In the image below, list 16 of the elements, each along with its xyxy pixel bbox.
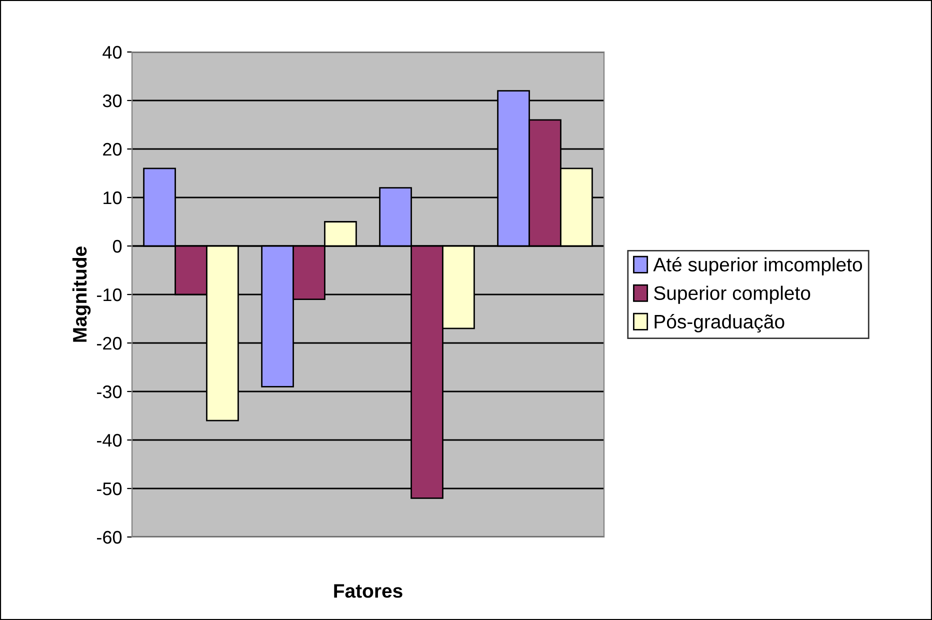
y-tick-label: 30 [102, 94, 122, 108]
y-tick-label: -50 [96, 482, 122, 496]
legend-label: Pós-graduação [654, 314, 784, 332]
y-tick-label: 10 [104, 191, 122, 204]
y-tick-label: -40 [96, 434, 122, 447]
legend-label: Superior completo [654, 286, 810, 304]
y-tick-label: 20 [103, 142, 122, 156]
y-tick-label: -60 [96, 530, 122, 544]
legend-label: Até superior imcompleto [653, 256, 862, 276]
y-tick-label: -10 [96, 288, 122, 302]
y-tick-label: 0 [112, 240, 122, 253]
y-axis-title: Magnitude [72, 246, 91, 342]
y-tick-label: 40 [102, 46, 122, 59]
y-tick-label: -30 [96, 385, 122, 398]
y-tick-label: -20 [96, 336, 122, 350]
x-axis-title: Fatores [334, 584, 402, 598]
